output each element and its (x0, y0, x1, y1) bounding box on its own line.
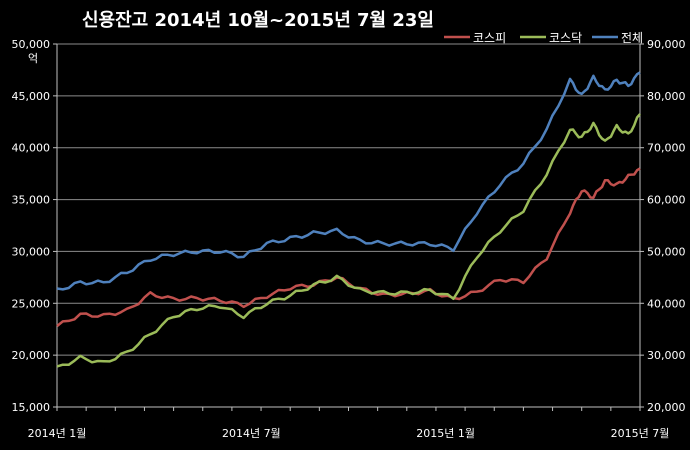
series-lines (56, 71, 641, 368)
y-right-tick-label: 50,000 (647, 245, 686, 258)
legend: 코스피 코스닥 전체 (444, 31, 643, 45)
y-left-tick-label: 45,000 (12, 90, 51, 103)
series-line-3 (56, 71, 641, 291)
y-right-tick-label: 70,000 (647, 142, 686, 155)
y-axis-left-label: 억 (28, 52, 38, 65)
y-left-tick-label: 50,000 (12, 38, 51, 51)
legend-label: 전체 (621, 31, 643, 45)
y-axis-left-ticks: 15,000 20,000 25,000 30,000 35,000 40,000 45,0… (12, 38, 51, 414)
y-left-tick-label: 40,000 (12, 142, 51, 155)
y-right-tick-label: 80,000 (647, 90, 686, 103)
x-tick-label: 2015년 7월 (611, 427, 670, 440)
y-right-tick-label: 40,000 (647, 297, 686, 310)
x-axis-ticks: 2014년 1월 2014년 7월 2015년 1월 2015년 7월 (28, 427, 670, 440)
y-left-tick-label: 20,000 (12, 349, 51, 362)
axes (53, 43, 644, 411)
y-right-tick-label: 20,000 (647, 401, 686, 414)
y-left-tick-label: 35,000 (12, 194, 51, 207)
series-line-1 (56, 167, 641, 328)
chart-title: 신용잔고 2014년 10월~2015년 7월 23일 (82, 10, 434, 31)
y-right-tick-label: 60,000 (647, 194, 686, 207)
y-left-tick-label: 25,000 (12, 297, 51, 310)
x-tick-label: 2014년 7월 (222, 427, 281, 440)
y-left-tick-label: 30,000 (12, 245, 51, 258)
series-line-2 (56, 113, 641, 368)
y-axis-right-ticks: 20,000 30,000 40,000 50,000 60,000 70,000 80,0… (647, 38, 686, 414)
grid (57, 43, 640, 408)
x-tick-label: 2014년 1월 (28, 427, 87, 440)
y-right-tick-label: 30,000 (647, 349, 686, 362)
y-left-tick-label: 15,000 (12, 401, 51, 414)
legend-label: 코스닥 (549, 31, 582, 45)
x-tick-label: 2015년 1월 (416, 427, 475, 440)
legend-label: 코스피 (473, 31, 506, 45)
y-right-tick-label: 90,000 (647, 38, 686, 51)
